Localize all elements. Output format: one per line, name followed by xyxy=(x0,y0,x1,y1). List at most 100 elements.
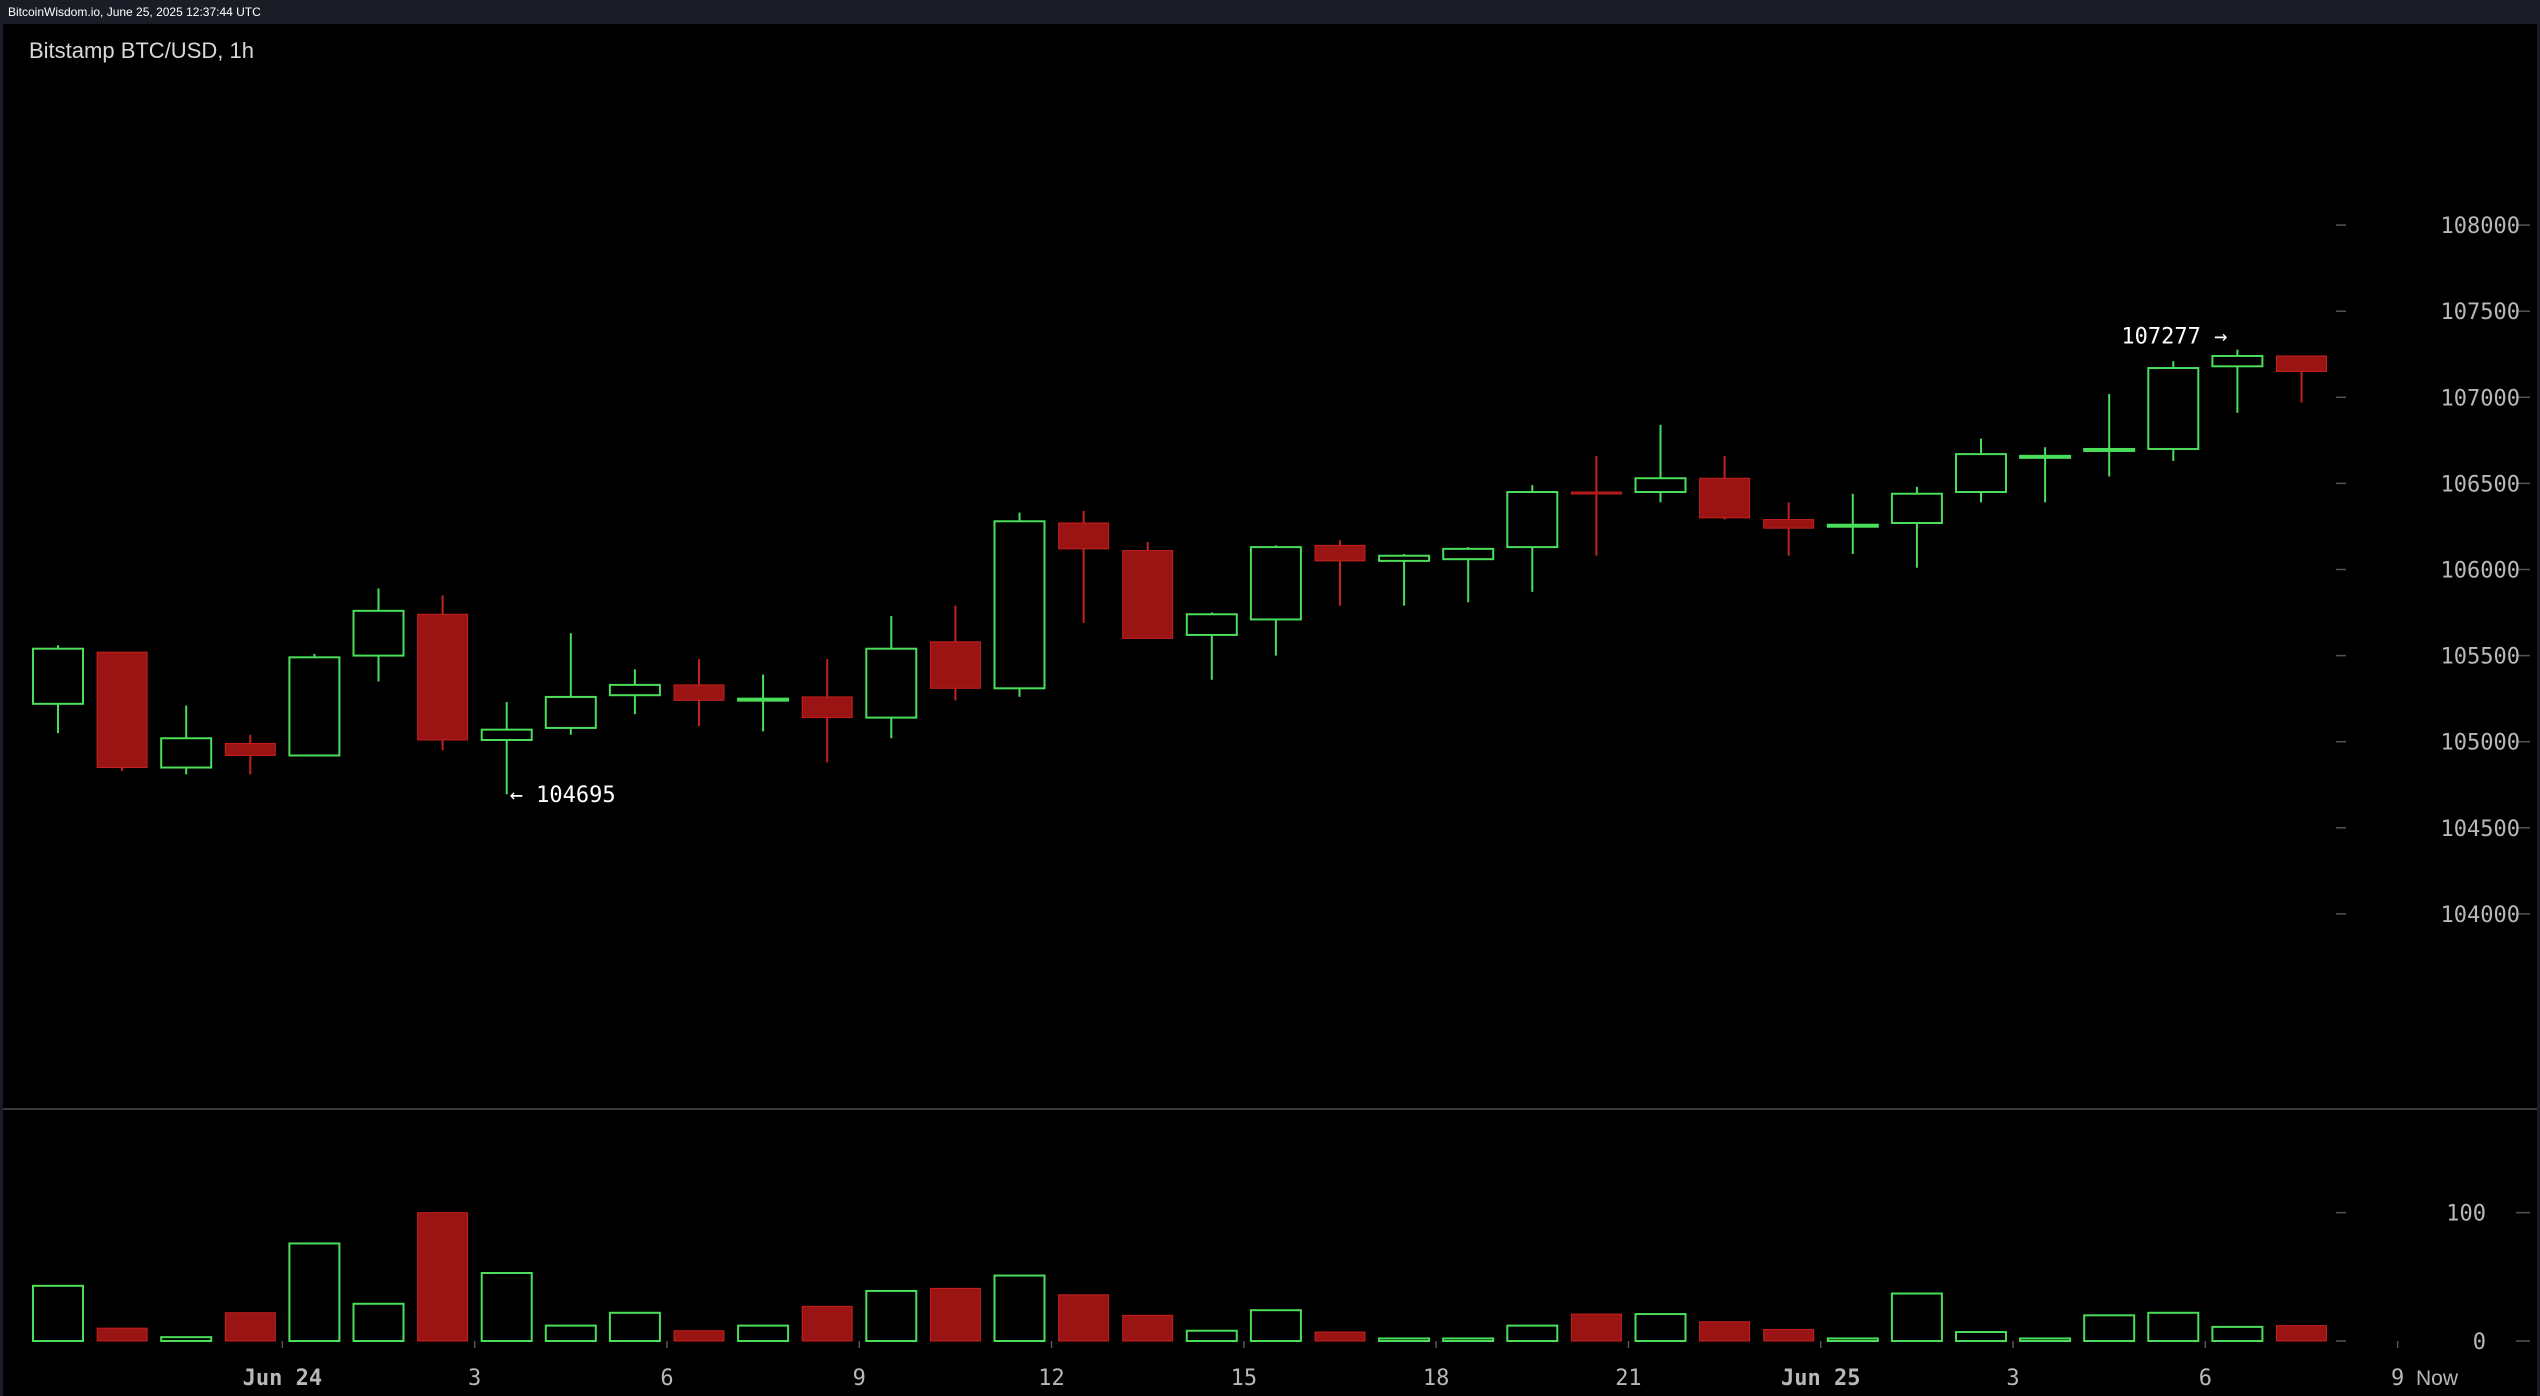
price-tick-label: 105500 xyxy=(2441,645,2520,670)
time-tick-label: 18 xyxy=(1423,1366,1450,1391)
candle-body-up xyxy=(1378,554,1431,562)
price-tick-label: 106000 xyxy=(2441,559,2520,584)
candle-body-down xyxy=(1122,550,1174,639)
candle-body-up xyxy=(2019,454,2072,459)
now-label: Now xyxy=(2416,1367,2459,1390)
volume-bar-up xyxy=(160,1336,213,1343)
time-tick-label: 15 xyxy=(1231,1366,1258,1391)
volume-bar-up xyxy=(352,1302,405,1342)
candle-body-up xyxy=(1955,453,2007,494)
volume-bar-up xyxy=(480,1271,533,1342)
volume-bar-up xyxy=(1249,1309,1302,1342)
volume-bar-down xyxy=(224,1312,276,1342)
time-axis: Jun 24 3 6 9 12 15 18 21 Jun 25 3 6 9 Now xyxy=(243,1341,2459,1391)
time-tick-label: 21 xyxy=(1615,1366,1642,1391)
volume-bar-up xyxy=(1890,1292,1943,1343)
candle-body-down xyxy=(1314,544,1366,562)
candle-body-up xyxy=(865,647,918,719)
time-tick-label: 9 xyxy=(853,1366,866,1391)
volume-bars xyxy=(32,1212,2327,1343)
source-timestamp: BitcoinWisdom.io, June 25, 2025 12:37:44… xyxy=(8,5,261,19)
candle-body-down xyxy=(801,696,853,719)
volume-bar-down xyxy=(673,1330,725,1342)
volume-bar-up xyxy=(2083,1314,2136,1343)
time-tick-label: 12 xyxy=(1038,1366,1065,1391)
volume-bar-up xyxy=(1634,1313,1687,1343)
volume-bar-up xyxy=(1955,1331,2007,1343)
candle-body-up xyxy=(2083,447,2136,452)
volume-bar-up xyxy=(32,1284,84,1342)
candle-body-up xyxy=(1890,492,1943,525)
candle-body-up xyxy=(288,656,341,757)
time-tick-label: 6 xyxy=(2199,1366,2212,1391)
volume-bar-up xyxy=(1442,1337,1495,1343)
volume-bar-down xyxy=(417,1212,469,1342)
candle-body-down xyxy=(1058,522,1110,550)
volume-bar-down xyxy=(1122,1314,1174,1342)
top-bar: BitcoinWisdom.io, June 25, 2025 12:37:44… xyxy=(0,0,2540,24)
volume-bar-up xyxy=(1185,1329,1238,1342)
price-tick-label: 106500 xyxy=(2441,472,2520,497)
candle-body-down xyxy=(929,641,981,689)
candle-body-down xyxy=(2276,355,2327,372)
candle-body-up xyxy=(1442,547,1495,561)
chart-title: Bitstamp BTC/USD, 1h xyxy=(29,38,254,63)
time-tick-label: 6 xyxy=(660,1366,673,1391)
candle-body-up xyxy=(1634,477,1687,494)
price-tick-label: 104500 xyxy=(2441,817,2520,842)
candle-body-up xyxy=(1826,523,1879,528)
candle-body-down xyxy=(1763,519,1815,529)
price-candles xyxy=(32,349,2327,795)
volume-bar-down xyxy=(1699,1321,1751,1342)
price-tick-label: 105000 xyxy=(2441,731,2520,756)
volume-bar-down xyxy=(96,1327,148,1342)
candle-body-up xyxy=(160,737,213,769)
volume-tick-label: 100 xyxy=(2446,1202,2486,1227)
time-tick-label: 3 xyxy=(2006,1366,2019,1391)
volume-bar-down xyxy=(801,1305,853,1342)
volume-bar-down xyxy=(1314,1331,1366,1342)
candle-body-up xyxy=(1249,546,1302,621)
candle-body-down xyxy=(417,613,469,741)
candle-body-up xyxy=(2147,367,2200,450)
candle-body-down xyxy=(673,684,725,701)
candle-body-up xyxy=(2211,354,2264,368)
volume-bar-up xyxy=(608,1311,661,1343)
volume-bar-up xyxy=(544,1324,597,1342)
volume-bar-down xyxy=(1058,1294,1110,1342)
high-price-annotation: 107277 → xyxy=(2121,325,2227,350)
volume-bar-up xyxy=(288,1242,341,1343)
volume-bar-up xyxy=(2211,1325,2264,1342)
candle-body-up xyxy=(352,609,405,657)
price-tick-label: 107500 xyxy=(2441,300,2520,325)
time-tick-label: 3 xyxy=(468,1366,481,1391)
volume-bar-up xyxy=(737,1324,790,1342)
volume-bar-up xyxy=(1506,1324,1559,1342)
candle-body-up xyxy=(480,728,533,741)
volume-bar-up xyxy=(1826,1337,1879,1343)
volume-bar-up xyxy=(865,1289,918,1342)
volume-bar-down xyxy=(1570,1313,1622,1342)
candle-body-up xyxy=(544,695,597,729)
volume-bar-down xyxy=(1763,1328,1815,1342)
candle-body-up xyxy=(608,683,661,697)
candle-body-down xyxy=(1699,477,1751,519)
volume-bar-down xyxy=(929,1287,981,1342)
volume-bar-down xyxy=(2276,1325,2327,1342)
low-price-annotation: ← 104695 xyxy=(510,783,616,808)
volume-tick-label: 0 xyxy=(2473,1330,2486,1355)
volume-bar-up xyxy=(993,1274,1046,1343)
candle-body-up xyxy=(1506,491,1559,549)
candle-body-down xyxy=(96,651,148,769)
volume-bar-up xyxy=(2147,1311,2200,1343)
candle-body-down xyxy=(224,742,276,756)
time-tick-label: Jun 24 xyxy=(243,1366,322,1391)
time-tick-label: 9 xyxy=(2391,1366,2404,1391)
volume-bar-up xyxy=(1378,1337,1431,1343)
price-tick-label: 108000 xyxy=(2441,214,2520,239)
candle-body-up xyxy=(737,697,790,702)
price-tick-label: 104000 xyxy=(2441,903,2520,928)
candle-body-up xyxy=(1185,613,1238,636)
price-tick-label: 107000 xyxy=(2441,386,2520,411)
